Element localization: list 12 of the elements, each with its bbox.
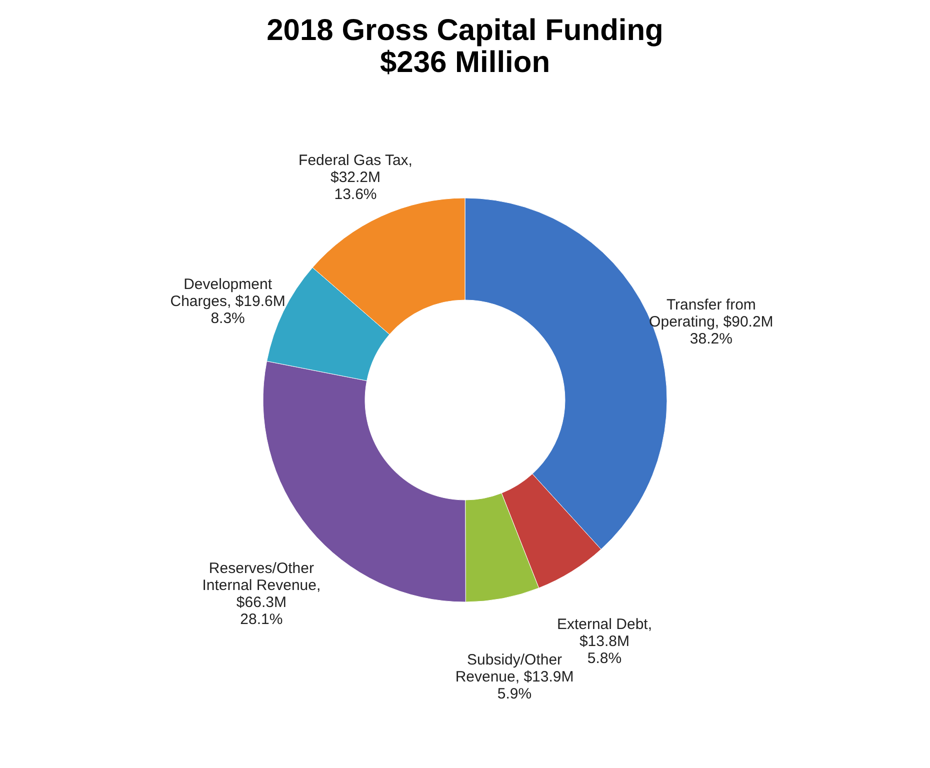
data-label: 13.6% xyxy=(334,186,377,203)
slice-label: Federal Gas Tax, $32.2M xyxy=(298,152,412,186)
slice-label: Reserves/Other Internal Revenue, $66.3M xyxy=(202,560,321,612)
data-label: 5.8% xyxy=(587,650,622,668)
slice-label: External Debt, $13.8M xyxy=(556,616,652,650)
data-label: 38.2% xyxy=(690,330,732,348)
data-label: 28.1% xyxy=(240,611,283,628)
data-label: 5.9% xyxy=(497,685,532,702)
slice-label: Subsidy/Other Revenue, $13.9M xyxy=(455,651,574,686)
slice-label: Development Charges, $19.6M xyxy=(170,276,286,310)
data-label: 8.3% xyxy=(210,310,245,328)
chart-title: 2018 Gross Capital Funding $236 Million xyxy=(266,14,664,79)
